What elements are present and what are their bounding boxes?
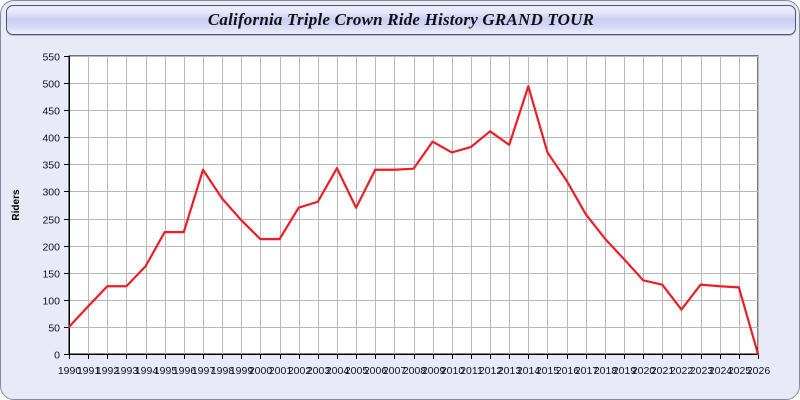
x-tick-label: 2010 — [441, 365, 465, 377]
x-tick-label: 2009 — [422, 365, 446, 377]
y-tick-label: 50 — [48, 323, 60, 335]
y-tick-label: 400 — [42, 133, 60, 145]
chart-canvas: 0 50 100 150 200 250 300 350 400 450 500 550 1990 199… — [1, 37, 799, 399]
x-tick-label: 2000 — [249, 365, 273, 377]
x-tick-label: 1997 — [192, 365, 216, 377]
x-tick-label: 2018 — [594, 365, 618, 377]
y-tick-label: 250 — [42, 215, 60, 227]
y-tick-label: 550 — [42, 52, 60, 64]
x-tick-label: 2025 — [728, 365, 752, 377]
x-tick-label: 2003 — [307, 365, 331, 377]
x-tick-label: 1998 — [211, 365, 235, 377]
y-tick-label: 500 — [42, 79, 60, 91]
page-title: California Triple Crown Ride History GRA… — [207, 10, 595, 29]
x-tick-label: 2017 — [575, 365, 599, 377]
x-tick-label: 2023 — [690, 365, 714, 377]
x-tick-label: 2008 — [403, 365, 427, 377]
data-series-line — [67, 85, 760, 356]
x-tick-label: 2013 — [498, 365, 522, 377]
x-tick-label: 2021 — [651, 365, 675, 377]
line-chart: 0501001502002503003504004505005501990199… — [11, 52, 771, 378]
x-tick-label: 2011 — [460, 365, 483, 377]
x-tick-label: 2020 — [632, 365, 656, 377]
x-tick-label: 1999 — [230, 365, 254, 377]
x-tick-label: 2012 — [479, 365, 503, 377]
x-tick-label: 1994 — [135, 365, 159, 377]
y-tick-label: 100 — [42, 296, 60, 308]
x-tick-label: 2026 — [747, 365, 771, 377]
y-tick-label: 350 — [42, 160, 60, 172]
x-tick-label: 1995 — [154, 365, 178, 377]
x-tick-label: 2007 — [383, 365, 407, 377]
x-tick-label: 2002 — [288, 365, 312, 377]
x-tick-label: 1996 — [173, 365, 197, 377]
x-tick-label: 2019 — [613, 365, 637, 377]
x-tick-label: 2016 — [556, 365, 580, 377]
x-tick-label: 2005 — [345, 365, 369, 377]
x-tick-label: 1992 — [96, 365, 120, 377]
y-tick-label: 300 — [42, 187, 60, 199]
y-tick-label: 450 — [42, 106, 60, 118]
x-tick-label: 2022 — [670, 365, 694, 377]
y-tick-label: 150 — [42, 269, 60, 281]
x-tick-label: 1990 — [58, 365, 82, 377]
x-tick-label: 2001 — [269, 365, 293, 377]
y-tick-label: 200 — [42, 242, 60, 254]
x-tick-label: 1993 — [115, 365, 139, 377]
x-tick-label: 2024 — [709, 365, 733, 377]
x-tick-label: 2015 — [536, 365, 560, 377]
window-titlebar: California Triple Crown Ride History GRA… — [6, 5, 796, 35]
x-tick-label: 2014 — [517, 365, 541, 377]
x-tick-label: 2006 — [364, 365, 388, 377]
x-tick-label: 1991 — [77, 365, 101, 377]
x-tick-label: 2004 — [326, 365, 350, 377]
y-axis-title: Riders — [11, 189, 22, 221]
plot-area — [68, 55, 759, 355]
y-tick-label: 0 — [54, 350, 60, 362]
